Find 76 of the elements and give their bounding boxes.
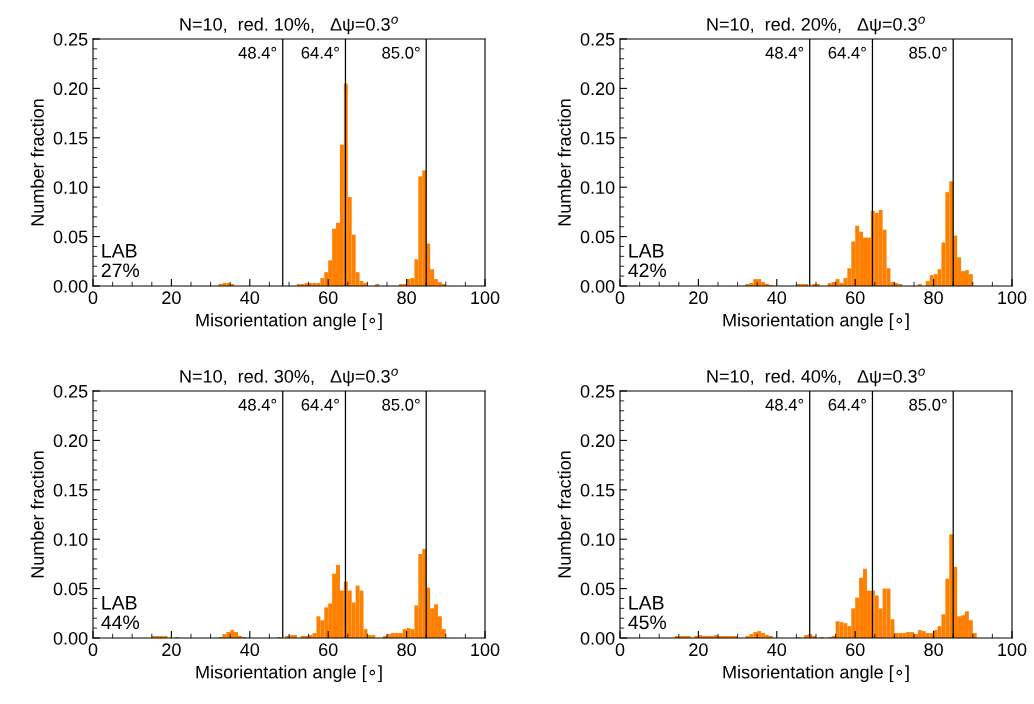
ref-line-label: 48.4° [238, 46, 277, 59]
y-tick-label: 0.15 [580, 131, 615, 145]
x-tick-label: 0 [615, 643, 625, 657]
y-axis-title: Number fraction [557, 451, 571, 578]
x-tick-label: 20 [689, 291, 708, 305]
y-tick-label: 0.10 [53, 181, 88, 194]
x-tick-label: 0 [88, 291, 98, 305]
x-tick-label: 100 [998, 291, 1027, 305]
x-tick-label: 40 [767, 643, 787, 657]
annotation: LAB 27% [101, 244, 140, 278]
x-tick-label: 100 [471, 643, 500, 657]
chart-title: N=10, red. 10%, Δψ=0.3$^{o}$ [180, 16, 398, 35]
y-tick-label: 0.05 [53, 230, 88, 244]
chart-title: N=10, red. 40%, Δψ=0.3$^{o}$ [707, 368, 925, 387]
y-tick-label: 0.25 [53, 32, 88, 46]
y-tick-label: 0.10 [53, 533, 88, 546]
y-tick-label: 0.10 [580, 181, 615, 194]
y-tick-label: 0.00 [580, 631, 615, 645]
ref-line-label: 48.4° [765, 46, 804, 59]
ref-line-label: 64.4° [828, 46, 866, 59]
ref-line-label: 85.0° [382, 398, 420, 411]
x-tick-label: 80 [924, 643, 943, 657]
y-tick-label: 0.20 [580, 82, 615, 96]
y-axis-title: Number fraction [557, 99, 571, 226]
y-tick-label: 0.00 [53, 279, 88, 293]
y-tick-label: 0.05 [580, 582, 615, 596]
x-tick-label: 20 [162, 643, 181, 657]
ref-line-label: 48.4° [238, 398, 277, 411]
x-tick-label: 60 [846, 643, 865, 657]
y-tick-label: 0.00 [53, 631, 88, 645]
chart-title: N=10, red. 20%, Δψ=0.3$^{o}$ [707, 16, 925, 35]
x-tick-label: 0 [88, 643, 98, 657]
y-tick-label: 0.05 [53, 582, 88, 596]
x-axis-title: Misorientation angle [∘] [196, 665, 382, 683]
x-tick-label: 100 [998, 643, 1027, 657]
x-tick-label: 40 [240, 291, 260, 305]
y-tick-label: 0.25 [53, 384, 88, 398]
ref-line-label: 85.0° [909, 46, 947, 59]
x-axis-title: Misorientation angle [∘] [196, 313, 382, 331]
ref-line-label: 64.4° [301, 398, 339, 411]
y-tick-label: 0.00 [580, 279, 615, 293]
x-tick-label: 80 [397, 291, 416, 305]
y-tick-label: 0.20 [53, 434, 88, 448]
ref-line-label: 85.0° [382, 46, 420, 59]
chart-title: N=10, red. 30%, Δψ=0.3$^{o}$ [180, 368, 398, 387]
y-tick-label: 0.15 [53, 131, 88, 145]
x-tick-label: 100 [471, 291, 500, 305]
ref-line-label: 48.4° [765, 398, 804, 411]
x-tick-label: 20 [162, 291, 181, 305]
y-tick-label: 0.20 [53, 82, 88, 96]
ref-line-label: 85.0° [909, 398, 947, 411]
y-tick-label: 0.15 [580, 483, 615, 497]
annotation: LAB 42% [628, 244, 667, 278]
x-tick-label: 0 [615, 291, 625, 305]
y-tick-label: 0.20 [580, 434, 615, 448]
ref-line-label: 64.4° [301, 46, 339, 59]
x-tick-label: 40 [767, 291, 787, 305]
x-tick-label: 40 [240, 643, 260, 657]
y-axis-title: Number fraction [30, 451, 44, 578]
annotation: LAB 45% [628, 596, 667, 630]
y-tick-label: 0.15 [53, 483, 88, 497]
y-axis-title: Number fraction [30, 99, 44, 226]
annotation: LAB 44% [101, 596, 140, 630]
y-tick-label: 0.25 [580, 384, 615, 398]
x-tick-label: 20 [689, 643, 708, 657]
x-tick-label: 80 [924, 291, 943, 305]
x-tick-label: 80 [397, 643, 416, 657]
x-tick-label: 60 [319, 643, 338, 657]
ref-line-label: 64.4° [828, 398, 866, 411]
y-tick-label: 0.05 [580, 230, 615, 244]
y-tick-label: 0.10 [580, 533, 615, 546]
y-tick-label: 0.25 [580, 32, 615, 46]
x-tick-label: 60 [319, 291, 338, 305]
x-axis-title: Misorientation angle [∘] [723, 665, 909, 683]
x-axis-title: Misorientation angle [∘] [723, 313, 909, 331]
x-tick-label: 60 [846, 291, 865, 305]
